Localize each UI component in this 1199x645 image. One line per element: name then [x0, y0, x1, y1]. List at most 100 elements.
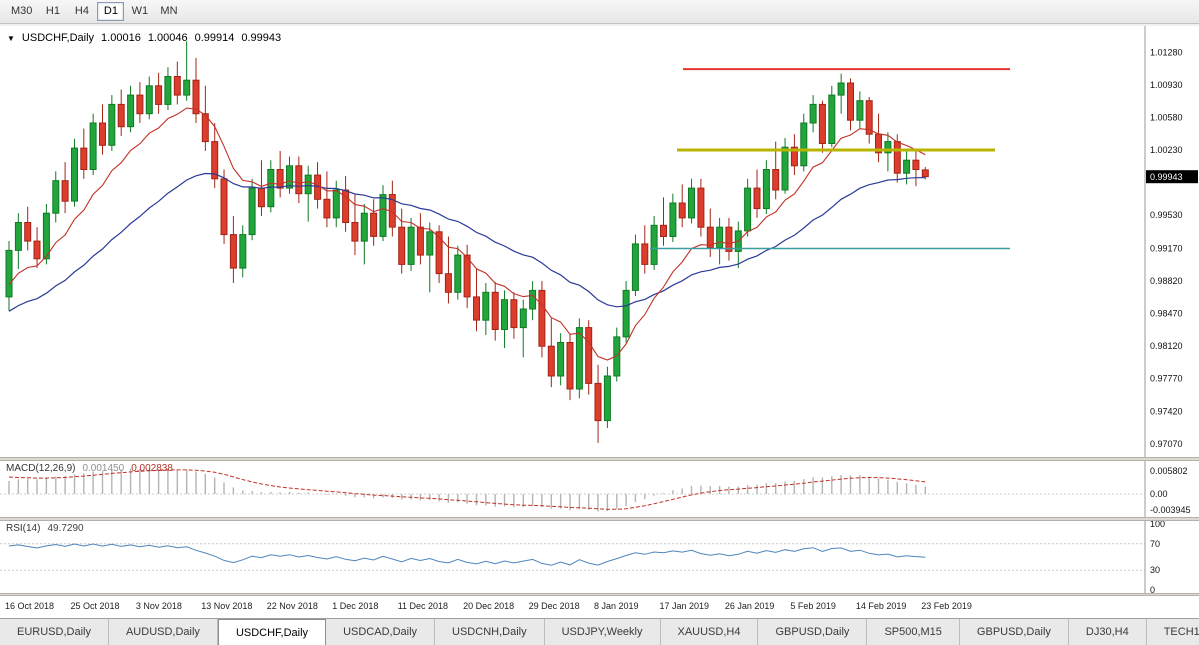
candle — [295, 156, 303, 203]
price-axis-label: 0.97770 — [1150, 374, 1183, 384]
candle — [332, 180, 340, 228]
price-chart-panel[interactable]: 1.01280 1.00930 1.00580 1.00230 0.99530 0.991… — [0, 26, 1199, 457]
candle — [875, 113, 882, 163]
quote-close: 0.99943 — [241, 32, 282, 44]
date-axis-label: 25 Oct 2018 — [71, 601, 120, 611]
candle — [641, 225, 649, 274]
rsi-label: RSI(14) — [6, 523, 41, 534]
date-axis-label: 13 Nov 2018 — [201, 601, 252, 611]
macd-label: MACD(12,26,9) — [6, 463, 76, 474]
candle — [847, 78, 854, 131]
candle — [800, 113, 808, 172]
macd-chart[interactable]: 0.005802 0.00 -0.003945 — [0, 461, 1199, 517]
chart-tab-usdcnh-daily[interactable]: USDCNH,Daily — [435, 619, 545, 645]
date-axis-label: 16 Oct 2018 — [5, 601, 54, 611]
candle — [407, 217, 415, 271]
candle — [473, 269, 480, 332]
symbol-label: USDCHF,Daily — [21, 32, 95, 44]
timeframe-button-w1[interactable]: W1 — [131, 5, 149, 17]
candle — [108, 95, 116, 151]
price-axis-label: 0.97070 — [1150, 439, 1183, 449]
macd-header: MACD(12,26,9) 0.001450 0.002838 — [6, 463, 173, 474]
date-axis[interactable]: 16 Oct 2018 25 Oct 2018 3 Nov 2018 13 Nov 2… — [0, 596, 1199, 618]
macd-panel[interactable]: 0.005802 0.00 -0.003945 — [0, 461, 1199, 517]
panel-divider[interactable] — [0, 517, 1199, 521]
candle — [267, 160, 275, 213]
candle — [5, 241, 13, 311]
panel-divider[interactable] — [0, 457, 1199, 461]
chart-tabs-bar: EURUSD,Daily AUDUSD,Daily USDCHF,Daily USDC… — [0, 618, 1199, 645]
candle — [491, 282, 499, 341]
candle — [286, 156, 293, 194]
panel-divider[interactable] — [0, 593, 1199, 596]
date-axis-label: 17 Jan 2019 — [660, 601, 710, 611]
candle — [622, 281, 630, 343]
candle — [426, 222, 434, 293]
rsi-header: RSI(14) 49.7290 — [6, 523, 84, 534]
candle — [557, 333, 565, 386]
candle — [828, 85, 836, 148]
chart-tab-audusd-daily[interactable]: AUDUSD,Daily — [109, 619, 218, 645]
quote-high: 1.00046 — [147, 32, 188, 44]
price-axis-label: 0.99530 — [1150, 210, 1183, 220]
chart-tab-usdjpy-weekly[interactable]: USDJPY,Weekly — [545, 619, 661, 645]
candle — [781, 137, 789, 194]
candle — [884, 132, 892, 172]
candle — [688, 178, 695, 224]
chart-tab-gbpusd-daily[interactable]: GBPUSD,Daily — [758, 619, 868, 645]
price-chart[interactable]: 1.01280 1.00930 1.00580 1.00230 0.99530 0.991… — [0, 26, 1199, 457]
candle — [99, 104, 106, 155]
candle — [837, 73, 845, 114]
chart-quote-header: ▼ USDCHF,Daily 1.00016 1.00046 0.99914 0… — [7, 32, 281, 44]
candle — [809, 95, 817, 133]
macd-signal-value: 0.002838 — [131, 463, 173, 474]
candle — [351, 194, 359, 256]
timeframe-button-m30[interactable]: M30 — [11, 5, 33, 17]
timeframe-button-h4[interactable]: H4 — [74, 5, 89, 17]
chart-tab-gbpusd-daily[interactable]: GBPUSD,Daily — [960, 619, 1069, 645]
candle — [631, 234, 639, 296]
quote-open: 1.00016 — [101, 32, 141, 44]
chart-tab-xauusd-h4[interactable]: XAUUSD,H4 — [661, 619, 759, 645]
date-axis-panel[interactable]: 16 Oct 2018 25 Oct 2018 3 Nov 2018 13 Nov 2… — [0, 596, 1199, 618]
rsi-panel[interactable]: 100 70 30 0 — [0, 521, 1199, 593]
candle — [360, 203, 368, 265]
candle — [818, 100, 826, 153]
candle — [220, 169, 228, 244]
candle — [117, 89, 125, 136]
price-axis-label: 0.98470 — [1150, 309, 1183, 319]
candle — [501, 290, 508, 349]
candle — [89, 113, 97, 176]
candle — [585, 320, 593, 395]
timeframe-button-mn[interactable]: MN — [160, 5, 178, 17]
current-price-tag: 0.99943 — [1146, 170, 1198, 184]
candle — [164, 67, 172, 110]
price-axis-label: 0.97420 — [1150, 406, 1183, 416]
quote-low: 0.99914 — [194, 32, 235, 44]
chart-tab-sp500-m15[interactable]: SP500,M15 — [867, 619, 960, 645]
candle — [71, 138, 78, 207]
timeframe-button-h1[interactable]: H1 — [45, 5, 60, 17]
candle — [14, 213, 22, 269]
candle — [678, 184, 686, 228]
candle — [650, 216, 658, 270]
timeframe-button-d1[interactable]: D1 — [97, 2, 125, 21]
ma-fast-line — [8, 107, 926, 361]
collapse-triangle-icon[interactable]: ▼ — [7, 33, 15, 43]
candle — [706, 208, 714, 257]
price-axis-label: 1.00230 — [1150, 145, 1183, 155]
chart-tab-usdchf-daily[interactable]: USDCHF,Daily — [217, 619, 327, 645]
macd-signal-line — [8, 469, 926, 510]
chart-tab-usdcad-daily[interactable]: USDCAD,Daily — [326, 619, 436, 645]
chart-tab-dj30-h4[interactable]: DJ30,H4 — [1069, 619, 1147, 645]
candle — [388, 180, 396, 237]
candle — [575, 318, 583, 399]
chart-tab-eurusd-daily[interactable]: EURUSD,Daily — [0, 619, 109, 645]
chart-tab-tech100-h[interactable]: TECH100,H — [1147, 619, 1199, 645]
candle — [127, 85, 135, 133]
candle — [52, 171, 60, 223]
candle — [613, 327, 621, 382]
candle — [370, 199, 378, 246]
rsi-chart[interactable]: 100 70 30 0 — [0, 521, 1199, 593]
candle — [865, 97, 873, 144]
